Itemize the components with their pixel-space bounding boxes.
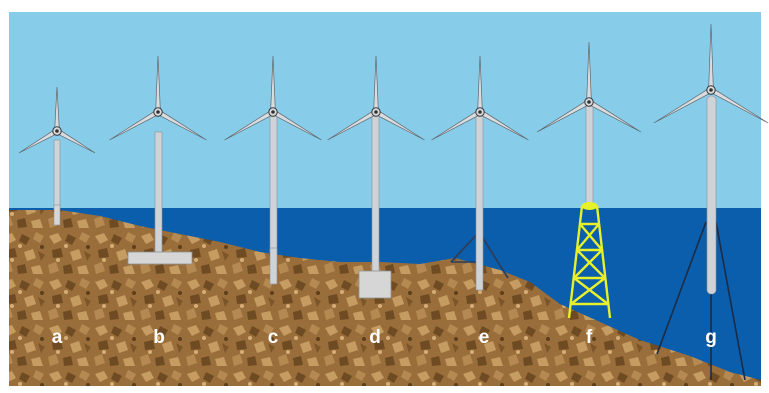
rotor-a <box>18 86 96 154</box>
label-c: c <box>268 327 279 348</box>
rotor-b <box>109 55 207 141</box>
sky <box>9 12 761 210</box>
jacket-lattice-icon <box>567 103 612 319</box>
hub-center <box>374 110 378 114</box>
rotor-f <box>536 41 642 133</box>
monopile-icon <box>269 247 278 285</box>
rotors <box>18 23 769 154</box>
label-b: b <box>153 327 165 348</box>
floating-tension-leg-icon <box>656 95 746 381</box>
label-g: g <box>705 327 717 348</box>
label-f: f <box>586 327 593 348</box>
hub-center <box>709 88 713 92</box>
rotor-d <box>327 55 425 141</box>
rotor-g <box>653 23 769 124</box>
tripod-icon <box>450 111 509 291</box>
label-e: e <box>479 327 490 348</box>
hub-center <box>478 110 482 114</box>
label-a: a <box>52 327 63 348</box>
hub-center <box>55 129 59 133</box>
monopile-shore-icon <box>53 204 61 226</box>
hub-center <box>271 110 275 114</box>
rotor-e <box>431 55 529 141</box>
label-d: d <box>369 327 381 348</box>
rotor-c <box>224 55 322 141</box>
hub-center <box>587 100 591 104</box>
gravity-slab-icon <box>127 131 193 265</box>
hub-center <box>156 110 160 114</box>
